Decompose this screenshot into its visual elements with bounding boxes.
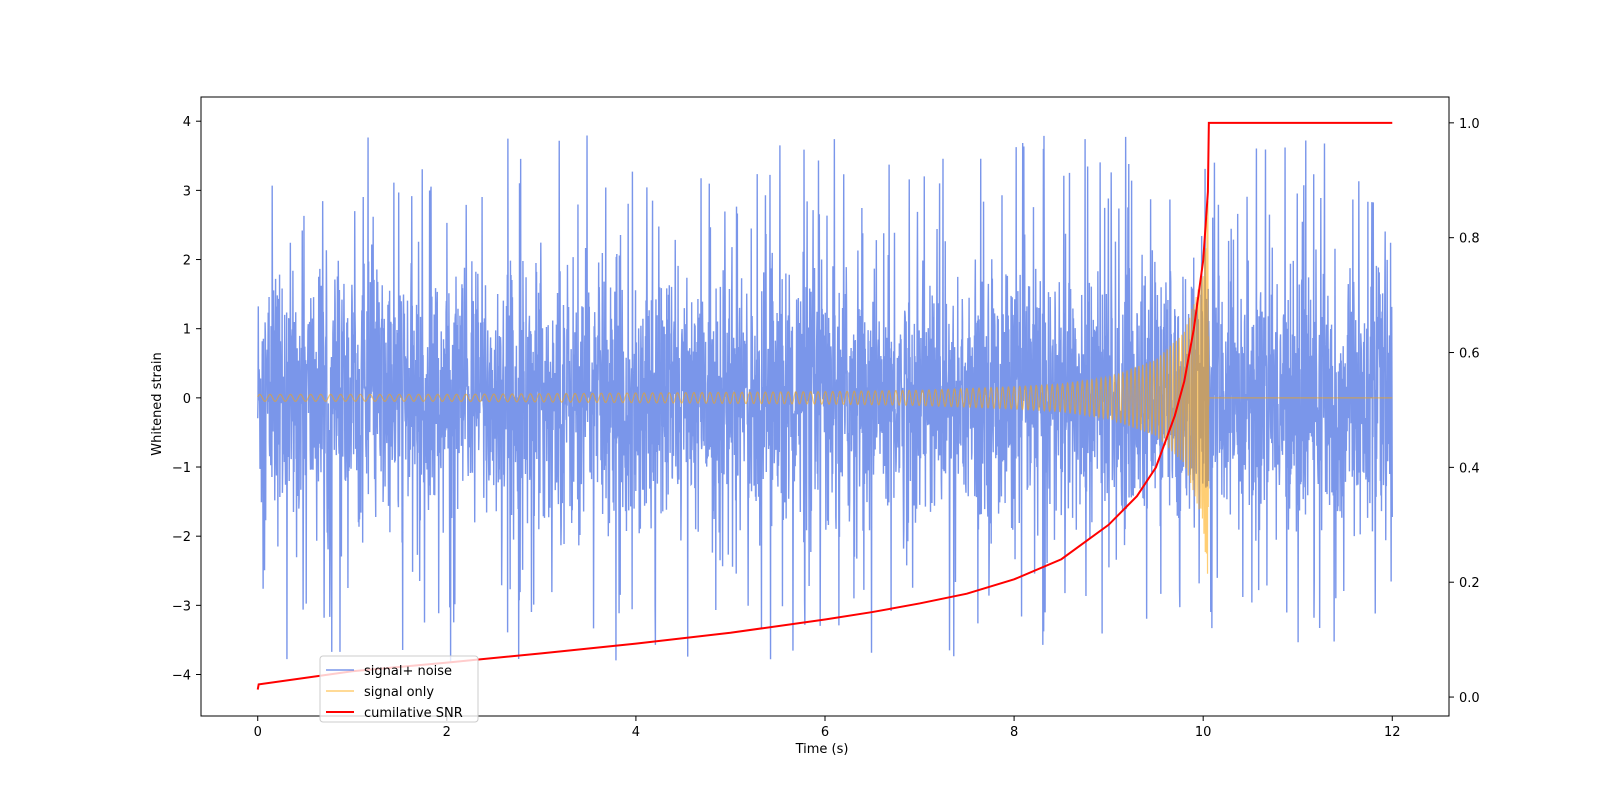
y-tick-label: −4 [172,669,191,684]
legend-box [319,655,479,723]
y2-tick-label: 0.2 [1459,576,1480,591]
x-axis-label: Time (s) [795,742,849,757]
y2-tick-label: 0.0 [1459,691,1480,706]
y2-tick-label: 1.0 [1459,117,1480,132]
plot-area [200,96,1450,717]
y2-tick-label: 0.6 [1459,347,1480,362]
y-tick-label: 3 [183,184,191,199]
x-tick-label: 10 [1195,725,1212,740]
y2-axis-ticks: 0.0 0.2 0.4 0.6 0.8 1.0 [1449,117,1480,706]
y-tick-label: 4 [183,115,191,130]
y2-tick-label: 0.4 [1459,461,1480,476]
legend-label: cumilative SNR [364,706,463,721]
y2-tick-label: 0.8 [1459,232,1480,247]
x-tick-label: 2 [443,725,451,740]
x-tick-label: 4 [632,725,640,740]
x-tick-label: 0 [254,725,262,740]
series-cumulative-snr [256,121,1393,690]
series-signal-only [257,201,1393,574]
x-tick-label: 6 [821,725,829,740]
legend: signal+ noise signal only cumilative SNR [319,655,479,723]
series-signal-noise [257,135,1393,663]
x-tick-label: 8 [1010,725,1018,740]
y-tick-label: −2 [172,530,191,545]
y-tick-label: −1 [172,461,191,476]
y-tick-label: −3 [172,599,191,614]
y-tick-label: 2 [183,254,191,269]
y-tick-label: 0 [183,392,191,407]
y-tick-label: 1 [183,323,191,338]
x-tick-label: 12 [1384,725,1401,740]
legend-label: signal+ noise [364,664,452,679]
y-axis-label: Whitened strain [150,352,165,455]
y-axis-ticks: −4 −3 −2 −1 0 1 2 3 4 [172,115,201,684]
legend-label: signal only [364,685,434,700]
